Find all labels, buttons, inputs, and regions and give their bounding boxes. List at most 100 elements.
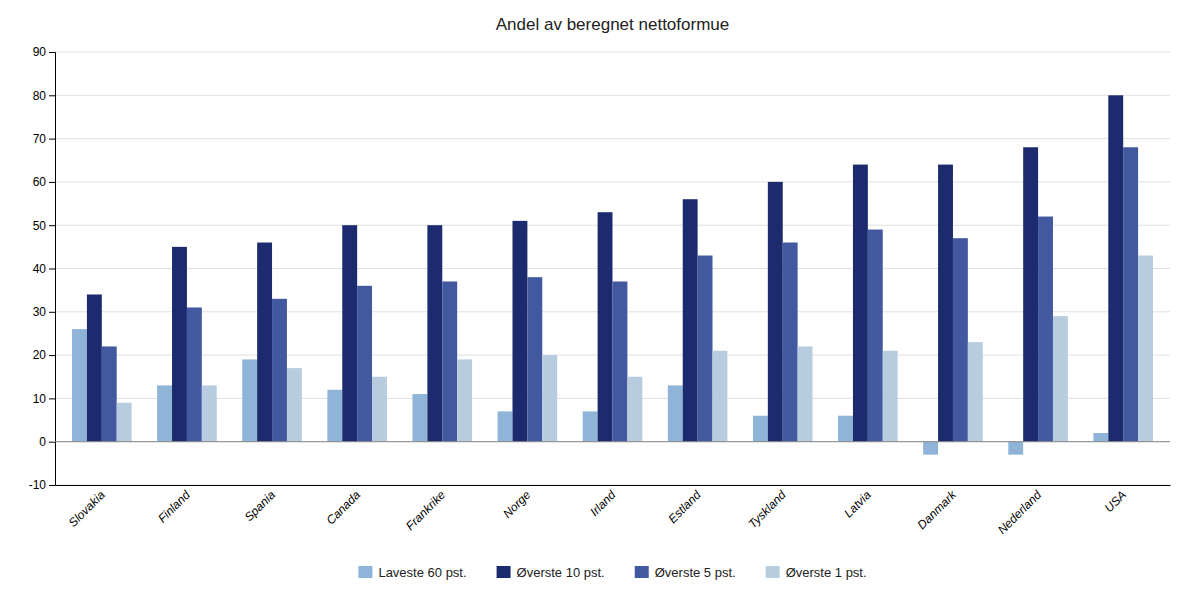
x-tick-label: Finland: [155, 488, 193, 526]
bar: [412, 394, 427, 442]
x-tick: Estland: [665, 488, 703, 526]
y-tick-mark: [49, 442, 55, 443]
bar: [542, 355, 557, 442]
bar: [1038, 217, 1053, 442]
bar: [1093, 433, 1108, 442]
x-tick-label: Latvia: [841, 488, 874, 521]
legend-item: Øverste 10 pst.: [497, 565, 605, 580]
x-tick-label: Irland: [587, 488, 618, 519]
bar: [1108, 95, 1123, 441]
bar: [187, 307, 202, 441]
x-tick-label: Spania: [242, 488, 279, 525]
bar: [853, 165, 868, 442]
bar: [868, 230, 883, 442]
bar: [768, 182, 783, 442]
legend-item: Laveste 60 pst.: [358, 565, 466, 580]
x-tick-label: Nederland: [995, 488, 1044, 537]
grid-line: [55, 138, 1170, 139]
bar: [583, 411, 598, 441]
x-tick: Nederland: [995, 488, 1044, 537]
bar: [968, 342, 983, 442]
bar: [342, 225, 357, 442]
bar: [242, 359, 257, 441]
x-tick: Slovakia: [66, 488, 108, 530]
bar: [753, 416, 768, 442]
bar: [357, 286, 372, 442]
x-tick: Latvia: [841, 488, 874, 521]
y-tick-mark: [49, 485, 55, 486]
bar: [272, 299, 287, 442]
legend-swatch: [766, 566, 780, 578]
y-tick-mark: [49, 225, 55, 226]
y-tick: 20: [33, 348, 55, 362]
bar: [372, 377, 387, 442]
x-tick-label: USA: [1102, 488, 1129, 515]
y-tick: 40: [33, 262, 55, 276]
y-tick-label: 60: [33, 175, 47, 189]
legend-item: Øverste 5 pst.: [635, 565, 736, 580]
bar: [613, 281, 628, 441]
y-tick: 10: [33, 392, 55, 406]
title: Andel av beregnet nettoformue: [496, 15, 729, 34]
bar: [683, 199, 698, 441]
bar: [598, 212, 613, 441]
y-tick-label: 30: [33, 305, 47, 319]
bar: [1138, 256, 1153, 442]
x-tick: Frankrike: [403, 488, 448, 533]
y-tick: 50: [33, 219, 55, 233]
x-tick-label: Frankrike: [403, 488, 448, 533]
y-axis: -10 0 10 20 30 40 50 60 70 80 90: [29, 45, 56, 492]
x-tick: USA: [1102, 488, 1129, 515]
y-tick-label: 70: [33, 132, 47, 146]
grid-line: [55, 52, 1170, 53]
y-tick-mark: [49, 398, 55, 399]
legend-label: Laveste 60 pst.: [378, 565, 466, 580]
y-tick: -10: [29, 478, 55, 492]
zero-line: [55, 441, 1170, 442]
bar: [668, 385, 683, 441]
legend-item: Øverste 1 pst.: [766, 565, 867, 580]
bar: [527, 277, 542, 442]
y-tick-label: 80: [33, 89, 47, 103]
y-tick: 30: [33, 305, 55, 319]
bar: [498, 411, 513, 441]
legend-label: Øverste 1 pst.: [786, 565, 867, 580]
bar: [327, 390, 342, 442]
bar-series: [87, 95, 1123, 441]
legend-label: Øverste 10 pst.: [517, 565, 605, 580]
y-tick-mark: [49, 139, 55, 140]
bar: [1023, 147, 1038, 441]
x-tick-label: Estland: [665, 488, 703, 526]
y-tick-label: -10: [29, 478, 47, 492]
bar: [102, 346, 117, 441]
grid: [55, 52, 1170, 485]
grid-line: [55, 181, 1170, 182]
bar: [287, 368, 302, 442]
bar: [117, 403, 132, 442]
x-tick-label: Canada: [323, 488, 363, 528]
plot: -10 0 10 20 30 40 50 60 70 80 90 Slovakia Finland Spa…: [29, 45, 1171, 537]
y-tick-label: 0: [39, 435, 46, 449]
bar: [72, 329, 87, 442]
x-tick-label: Norge: [500, 488, 533, 521]
bar: [923, 442, 938, 455]
bar: [938, 165, 953, 442]
bar: [202, 385, 217, 441]
bar: [783, 243, 798, 442]
grid-line: [55, 485, 1170, 486]
grid-line: [55, 95, 1170, 96]
y-tick-label: 40: [33, 262, 47, 276]
y-tick-label: 10: [33, 392, 47, 406]
y-tick-label: 20: [33, 348, 47, 362]
bar: [1123, 147, 1138, 441]
y-tick-label: 90: [33, 45, 47, 59]
bar: [427, 225, 442, 442]
x-tick: Tyskland: [745, 488, 788, 531]
grid-line: [55, 441, 1170, 442]
x-tick: Spania: [242, 488, 279, 525]
y-tick-label: 50: [33, 219, 47, 233]
legend-swatch: [635, 566, 649, 578]
y-axis-line: [49, 53, 56, 486]
bar: [798, 346, 813, 441]
y-tick: 0: [39, 435, 55, 449]
